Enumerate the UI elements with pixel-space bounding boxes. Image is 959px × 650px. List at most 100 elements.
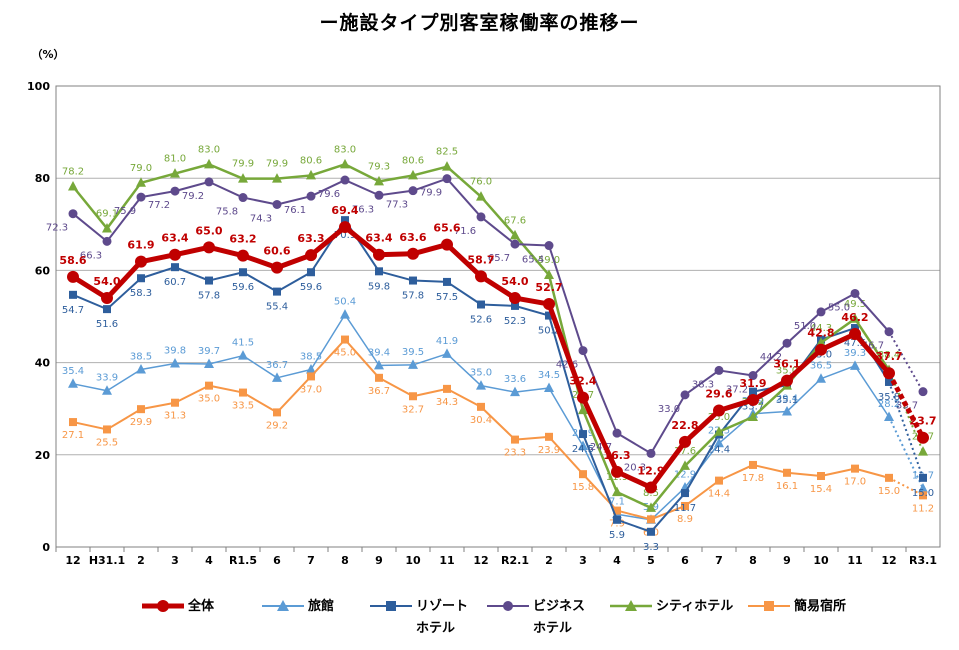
data-label-resort: 24.5	[572, 444, 594, 455]
data-label-ryokan: 41.5	[232, 338, 254, 349]
data-label-city: 59.0	[538, 255, 560, 266]
data-label-kan_i: 37.0	[300, 384, 322, 395]
data-label-resort: 15.0	[912, 488, 934, 499]
data-label-ryokan: 12.9	[674, 470, 696, 481]
data-label-city: 79.9	[266, 159, 288, 170]
data-label-business: 33.0	[658, 404, 680, 415]
y-tick-label: 100	[27, 80, 50, 93]
series-dotted-kan_i	[888, 476, 924, 497]
data-label-ryokan: 29.4	[776, 393, 798, 404]
data-point-resort	[885, 377, 893, 386]
data-point-total	[135, 255, 147, 268]
data-label-resort: 11.7	[674, 503, 696, 514]
y-tick-label: 80	[35, 172, 51, 185]
data-point-business	[510, 239, 520, 249]
data-label-ryokan: 33.6	[504, 374, 526, 385]
data-point-business	[612, 428, 622, 438]
x-tick-label: 11	[439, 554, 454, 567]
data-point-total	[271, 261, 283, 274]
x-tick-label: 5	[647, 554, 655, 567]
data-point-resort	[69, 290, 77, 299]
data-point-total	[883, 367, 895, 380]
data-label-city: 79.9	[232, 159, 254, 170]
data-label-kan_i: 29.9	[130, 417, 152, 428]
data-label-ryokan: 38.5	[300, 352, 322, 363]
data-point-resort	[443, 277, 451, 286]
data-point-kan_i	[885, 473, 893, 482]
data-point-total	[441, 238, 453, 251]
data-label-kan_i: 35.0	[198, 394, 220, 405]
data-label-city: 80.6	[402, 155, 424, 166]
data-point-city	[612, 486, 622, 497]
data-point-business	[578, 346, 588, 356]
data-label-city: 38.4	[878, 350, 900, 361]
data-label-total: 46.2	[841, 311, 868, 324]
data-label-total: 65.0	[195, 224, 222, 237]
data-label-city: 82.5	[436, 147, 458, 158]
data-point-business	[136, 192, 146, 202]
data-label-business: 72.3	[46, 223, 68, 234]
data-label-total: 31.9	[739, 377, 766, 390]
data-point-total	[407, 247, 419, 260]
data-label-kan_i: 45.0	[334, 348, 356, 359]
data-label-business: 65.4	[522, 255, 544, 266]
data-label-business: 37.2	[726, 385, 748, 396]
data-point-resort	[749, 387, 757, 396]
data-label-kan_i: 11.2	[912, 503, 934, 514]
data-label-business: 65.7	[488, 253, 510, 264]
y-tick-label: 20	[35, 449, 51, 462]
data-point-ryokan	[918, 482, 928, 493]
data-point-business	[646, 448, 656, 458]
data-point-city	[544, 269, 554, 280]
legend-label-business-line2: ホテル	[533, 621, 573, 636]
data-point-kan_i	[511, 435, 519, 444]
x-tick-label: R2.1	[501, 554, 529, 567]
data-point-total	[305, 249, 317, 262]
data-label-city: 17.6	[674, 446, 696, 457]
x-tick-label: 8	[749, 554, 757, 567]
data-point-total	[373, 248, 385, 261]
data-label-ryokan: 39.5	[402, 347, 424, 358]
data-point-city	[408, 169, 418, 180]
data-label-resort: 70.9	[334, 230, 356, 241]
data-label-city: 83.0	[334, 144, 356, 155]
data-label-ryokan: 7.1	[609, 496, 625, 507]
data-label-resort: 59.6	[300, 282, 322, 293]
data-point-city	[204, 158, 214, 169]
data-point-ryokan	[578, 440, 588, 451]
data-point-resort	[273, 287, 281, 296]
data-label-resort: 57.5	[436, 292, 458, 303]
y-axis-unit: （%）	[31, 48, 64, 61]
data-label-resort: 59.8	[368, 281, 390, 292]
data-point-city	[510, 229, 520, 240]
data-label-resort: 24.4	[708, 445, 730, 456]
legend-label-ryokan: 旅館	[308, 599, 335, 614]
data-label-total: 29.6	[705, 388, 732, 401]
data-label-business: 33.7	[896, 401, 918, 412]
series-business: 72.3 66.3 75.9 77.2 79.2 75.8 74.3 76.1 79.6 76.3…	[46, 174, 928, 473]
data-label-business: 42.6	[556, 360, 578, 371]
data-point-kan_i	[477, 402, 485, 411]
data-point-ryokan	[374, 359, 384, 370]
data-label-kan_i: 15.8	[572, 482, 594, 493]
data-point-ryokan	[884, 411, 894, 421]
data-label-ryokan: 39.3	[844, 348, 866, 359]
data-label-kan_i: 29.2	[266, 420, 288, 431]
data-point-city	[476, 191, 486, 201]
data-label-ryokan: 36.7	[266, 360, 288, 371]
data-point-total	[747, 393, 759, 406]
data-point-business	[272, 199, 282, 209]
series-dotted-ryokan	[888, 416, 924, 489]
data-label-ryokan: 50.4	[334, 297, 356, 308]
data-point-ryokan	[170, 358, 180, 368]
x-tick-label: 12	[65, 554, 80, 567]
data-point-kan_i	[579, 470, 587, 479]
data-label-kan_i: 16.1	[776, 481, 798, 492]
x-tick-label: 3	[579, 554, 587, 567]
data-label-city: 79.3	[368, 161, 390, 172]
data-point-business	[476, 212, 486, 222]
data-label-city: 49.5	[844, 299, 866, 310]
data-label-resort: 54.7	[62, 305, 84, 316]
data-point-city	[170, 168, 180, 178]
x-tick-label: R1.5	[229, 554, 257, 567]
